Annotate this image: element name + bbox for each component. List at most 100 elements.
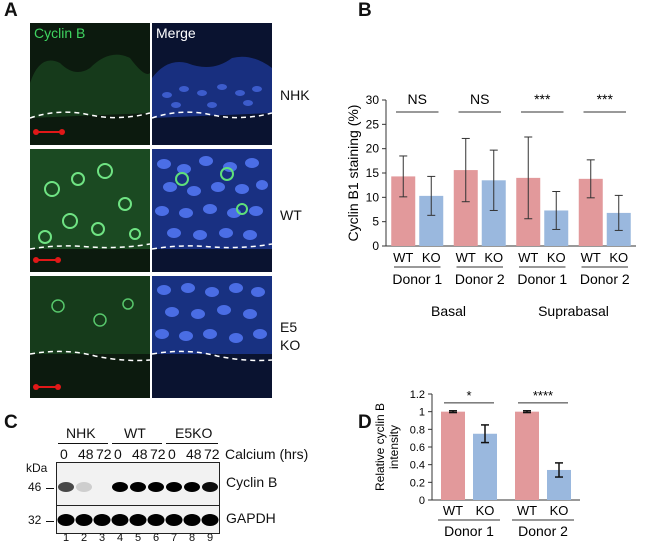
x-tick-label: WT (456, 250, 476, 265)
row-label-e5ko: E5 KO (280, 319, 301, 353)
x-tick-label: KO (547, 250, 566, 265)
col-label-merge: Merge (156, 25, 196, 41)
group-line-nhk (58, 443, 108, 444)
y-tick-label: 10 (366, 190, 380, 204)
row-label-wt: WT (280, 207, 302, 223)
y-tick-label: 5 (372, 215, 379, 229)
y-tick-label: 0 (372, 239, 379, 253)
time-label: 0 (60, 446, 68, 462)
y-tick-label: 0.4 (410, 460, 425, 472)
significance-label: * (466, 388, 471, 403)
blot-band-gapdh (183, 514, 201, 526)
time-label: 72 (96, 446, 112, 462)
lane-number: 9 (207, 532, 214, 544)
blot-gapdh (56, 505, 220, 534)
micrograph-wt-merge (152, 149, 272, 272)
lane-number: 4 (117, 532, 124, 544)
x-tick-label: WT (517, 503, 537, 518)
significance-label: **** (533, 388, 553, 403)
blot-band-gapdh (129, 514, 147, 526)
blot-cyclin-b (56, 462, 220, 506)
significance-label: *** (597, 91, 614, 107)
x-tick-label: WT (518, 250, 538, 265)
lane-number: 8 (189, 532, 196, 544)
micrograph-e5ko-cyclin-b (30, 276, 150, 398)
blot-band-cyclin-b (148, 482, 164, 492)
x-tick-label: WT (443, 503, 463, 518)
y-tick-label: 0.6 (410, 442, 425, 454)
x-tick-label: WT (393, 250, 413, 265)
panel-d-letter: D (358, 412, 372, 433)
marker-46: 46 (28, 480, 42, 494)
time-label: 48 (132, 446, 148, 462)
scale-bar (33, 384, 61, 390)
group-label: Suprabasal (538, 303, 609, 319)
x-tick-label: WT (581, 250, 601, 265)
group-line-e5ko (166, 443, 218, 444)
kda-label: kDa (26, 461, 48, 475)
lane-number: 7 (171, 532, 178, 544)
y-tick-label: 0 (419, 495, 425, 507)
y-tick-label: 25 (366, 117, 380, 131)
chart-d: 0 0.2 0.4 0.6 0.8 1 1.2 Relative cyclin Bintens… (373, 388, 580, 539)
x-tick-label: KO (550, 503, 569, 518)
time-label: 0 (114, 446, 122, 462)
blot-band-gapdh (201, 514, 219, 526)
chart-b: 0 5 10 15 20 25 30 Cyclin B1 staining (%) WT KO WT… (345, 91, 636, 319)
col-label-cyclin-b: Cyclin B (34, 25, 86, 41)
bar (473, 433, 497, 500)
band-label-cyclin-b: Cyclin B (226, 474, 278, 490)
donor-label: Donor 2 (455, 271, 505, 287)
blot-band-gapdh (165, 514, 183, 526)
scale-bar (33, 129, 65, 135)
group-label-e5ko: E5KO (175, 425, 213, 441)
x-tick-label: KO (422, 250, 441, 265)
blot-band-cyclin-b (202, 482, 218, 492)
y-axis-label: Relative cyclin Bintensity (373, 403, 401, 491)
group-line-wt (112, 443, 162, 444)
lane-number: 6 (153, 532, 160, 544)
lane-number: 5 (135, 532, 142, 544)
lane-number: 1 (63, 532, 70, 544)
significance-label: NS (470, 91, 489, 107)
donor-label: Donor 1 (392, 271, 442, 287)
marker-tick-46 (46, 488, 54, 489)
time-label: 72 (204, 446, 220, 462)
blot-band-cyclin-b (130, 482, 146, 492)
significance-label: *** (534, 91, 551, 107)
band-label-gapdh: GAPDH (226, 510, 276, 526)
x-tick-label: KO (484, 250, 503, 265)
micrograph-wt-cyclin-b (30, 149, 150, 272)
marker-tick-32 (46, 521, 54, 522)
blot-band-gapdh (93, 514, 111, 526)
micrograph-e5ko-merge (152, 276, 272, 398)
blot-band-cyclin-b (58, 482, 74, 492)
y-tick-label: 15 (366, 166, 380, 180)
y-tick-label: 20 (366, 142, 380, 156)
time-label: 0 (168, 446, 176, 462)
x-tick-label: KO (476, 503, 495, 518)
time-label: 72 (150, 446, 166, 462)
blot-band-cyclin-b (184, 482, 200, 492)
y-tick-label: 30 (366, 93, 380, 107)
lane-number: 3 (99, 532, 106, 544)
panel-c-letter: C (4, 412, 18, 433)
panel-b-letter: B (358, 0, 372, 21)
y-tick-label: 0.8 (410, 424, 425, 436)
blot-band-cyclin-b (112, 482, 128, 492)
y-tick-label: 0.2 (410, 477, 425, 489)
micrograph-nhk-cyclin-b: Cyclin B (30, 23, 150, 145)
blot-band-gapdh (57, 514, 75, 526)
marker-32: 32 (28, 513, 42, 527)
donor-label: Donor 2 (518, 523, 568, 539)
time-label: 48 (78, 446, 94, 462)
blot-band-gapdh (75, 514, 93, 526)
lane-number: 2 (81, 532, 88, 544)
x-tick-label: KO (609, 250, 628, 265)
panel-a-letter: A (4, 0, 18, 21)
row-label-nhk: NHK (280, 87, 310, 103)
y-tick-label: 1 (419, 407, 425, 419)
donor-label: Donor 1 (444, 523, 494, 539)
y-tick-label: 1.2 (410, 389, 425, 401)
group-label-nhk: NHK (66, 425, 96, 441)
